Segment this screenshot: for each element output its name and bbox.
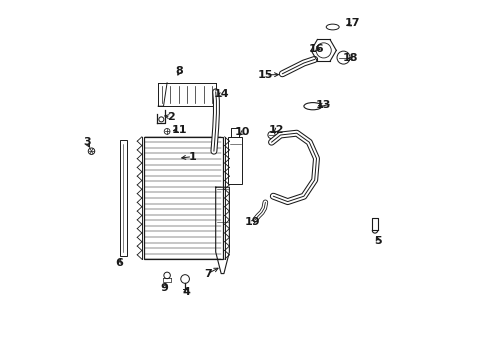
Text: 10: 10 (235, 127, 250, 138)
Text: 15: 15 (257, 70, 272, 80)
Text: 18: 18 (342, 53, 358, 63)
Text: 8: 8 (176, 66, 183, 76)
Bar (228, 137, 242, 184)
Text: 12: 12 (268, 125, 284, 135)
Text: 13: 13 (315, 100, 330, 110)
Text: 7: 7 (203, 269, 211, 279)
Bar (120, 140, 126, 256)
Text: 17: 17 (344, 18, 360, 28)
Bar (143, 137, 223, 259)
Text: 16: 16 (308, 44, 324, 54)
Text: 14: 14 (213, 89, 229, 99)
Text: 5: 5 (374, 236, 382, 246)
Text: 19: 19 (244, 217, 260, 228)
Text: 9: 9 (161, 283, 168, 293)
Text: 4: 4 (183, 287, 190, 297)
Circle shape (89, 149, 93, 153)
Text: 6: 6 (115, 258, 123, 268)
Text: 2: 2 (166, 112, 174, 122)
Text: 11: 11 (171, 125, 186, 135)
Text: 1: 1 (188, 152, 196, 162)
Text: 3: 3 (83, 137, 90, 147)
